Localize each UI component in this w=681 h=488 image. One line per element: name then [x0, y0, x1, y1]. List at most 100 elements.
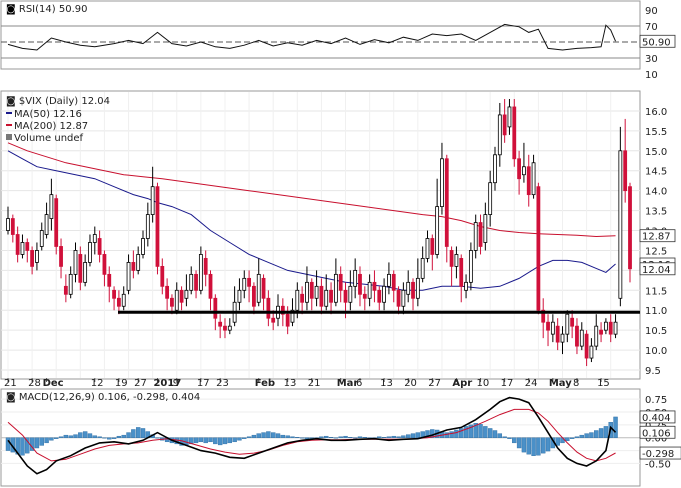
macd-histogram-bar — [208, 437, 213, 443]
candle-body — [541, 309, 546, 323]
candle-body — [107, 273, 112, 287]
macd-histogram-bar — [507, 437, 512, 439]
macd-histogram-bar — [444, 432, 449, 438]
macd-histogram-bar — [155, 437, 160, 439]
macd-histogram-bar — [478, 424, 483, 438]
candle-body — [102, 254, 107, 275]
price-tick-label: 15.5 — [645, 127, 667, 138]
candle-body — [300, 293, 305, 303]
candle-body — [613, 321, 618, 335]
date-label: 24 — [525, 378, 538, 389]
date-label: 13 — [380, 378, 393, 389]
macd-histogram-bar — [594, 430, 599, 438]
macd-histogram-bar — [198, 437, 204, 443]
date-label: 10 — [477, 378, 490, 389]
candle-body — [242, 277, 247, 291]
candle-body — [126, 262, 131, 291]
candle-body — [406, 281, 411, 295]
candle-body — [522, 166, 526, 176]
macd-histogram-bar — [613, 416, 618, 438]
macd-histogram-bar — [34, 437, 40, 449]
macd-signal-badge: 0.106 — [642, 428, 671, 439]
macd-hist-badge-box — [639, 410, 676, 424]
candle-body — [502, 114, 507, 136]
candle-body — [454, 254, 459, 267]
macd-histogram-bar — [270, 432, 276, 438]
date-label: 21 — [4, 378, 17, 389]
macd-histogram-bar — [324, 435, 329, 438]
candle-body — [338, 273, 343, 291]
macd-histogram-bar — [213, 437, 218, 445]
macd-histogram-bar — [92, 435, 97, 438]
macd-histogram-bar — [512, 437, 517, 444]
candle-body — [546, 321, 550, 331]
candle-body — [223, 325, 227, 331]
candle-body — [531, 162, 536, 196]
ma200-value-badge-box — [639, 229, 676, 243]
macd-histogram-bar — [579, 434, 584, 438]
candle-body — [59, 246, 63, 267]
macd-histogram-bar — [333, 437, 339, 439]
rsi-axis: 90 70 30 10 50.90 — [639, 6, 676, 81]
macd-histogram-bar — [87, 433, 93, 438]
macd-histogram-bar — [97, 436, 102, 438]
macd-histogram-bar — [135, 427, 141, 438]
candle-body — [160, 265, 165, 287]
candle-body — [266, 297, 271, 319]
candle-body — [536, 186, 541, 311]
candle-body — [449, 250, 454, 267]
macd-histogram-bar — [256, 433, 261, 438]
date-label: 27 — [428, 378, 441, 389]
date-label: 2017 — [153, 378, 181, 389]
macd-histogram-bar — [102, 437, 107, 439]
candle-body — [227, 325, 232, 331]
date-label: 9 — [173, 378, 179, 389]
candle-body — [203, 258, 208, 275]
date-label: 19 — [115, 378, 128, 389]
macd-title-text: MACD(12,26,9) 0.106, -0.298, 0.404 — [19, 392, 200, 403]
macd-tick-label: -0.50 — [645, 459, 671, 470]
candle-body — [603, 321, 608, 331]
candle-body — [575, 325, 579, 347]
macd-histogram-bar — [63, 434, 69, 438]
date-label: 13 — [284, 378, 297, 389]
candle-body — [10, 218, 15, 235]
price-tick-label: 11.0 — [645, 306, 667, 317]
ma50-legend: MA(50) 12.16 — [14, 109, 82, 120]
date-label: 17 — [197, 378, 210, 389]
candle-body — [92, 234, 97, 243]
macd-histogram-bar — [203, 437, 208, 444]
candle-body — [290, 309, 295, 323]
macd-histogram-bar — [362, 437, 368, 438]
candle-body — [271, 317, 276, 323]
candle-body — [136, 254, 141, 271]
date-label: Feb — [255, 378, 275, 389]
candle-body — [367, 281, 372, 299]
price-tick-label: 13.5 — [645, 207, 667, 218]
macd-histogram-bar — [454, 429, 459, 438]
rsi-value-badge: 50.90 — [642, 37, 671, 48]
rsi-value-badge-box — [639, 34, 676, 48]
candle-body — [343, 289, 348, 303]
date-label: 28 — [28, 378, 41, 389]
date-label: 12 — [91, 378, 104, 389]
candle-body — [468, 250, 473, 283]
candle-body — [170, 297, 174, 307]
macd-histogram-bar — [449, 431, 454, 438]
date-label: Dec — [43, 378, 64, 389]
macd-histogram-bar — [49, 437, 54, 441]
price-tick-label: 10.0 — [645, 346, 667, 357]
macd-histogram-bar — [78, 432, 83, 438]
price-tick-label: 14.0 — [645, 187, 667, 198]
macd-hist-badge: 0.404 — [642, 413, 671, 424]
macd-histogram-bar — [304, 437, 310, 439]
macd-axis: 0.750.500.250.00-0.25-0.500.4040.106-0.2… — [639, 395, 681, 470]
date-label: 17 — [501, 378, 514, 389]
candle-body — [54, 198, 59, 247]
candle-body — [579, 329, 584, 347]
macd-histogram-bar — [140, 428, 146, 438]
macd-histogram-bar — [54, 437, 59, 439]
candle-body — [73, 250, 78, 275]
symbol-label: ◙ $VIX (Daily) 12.04 — [6, 96, 110, 107]
